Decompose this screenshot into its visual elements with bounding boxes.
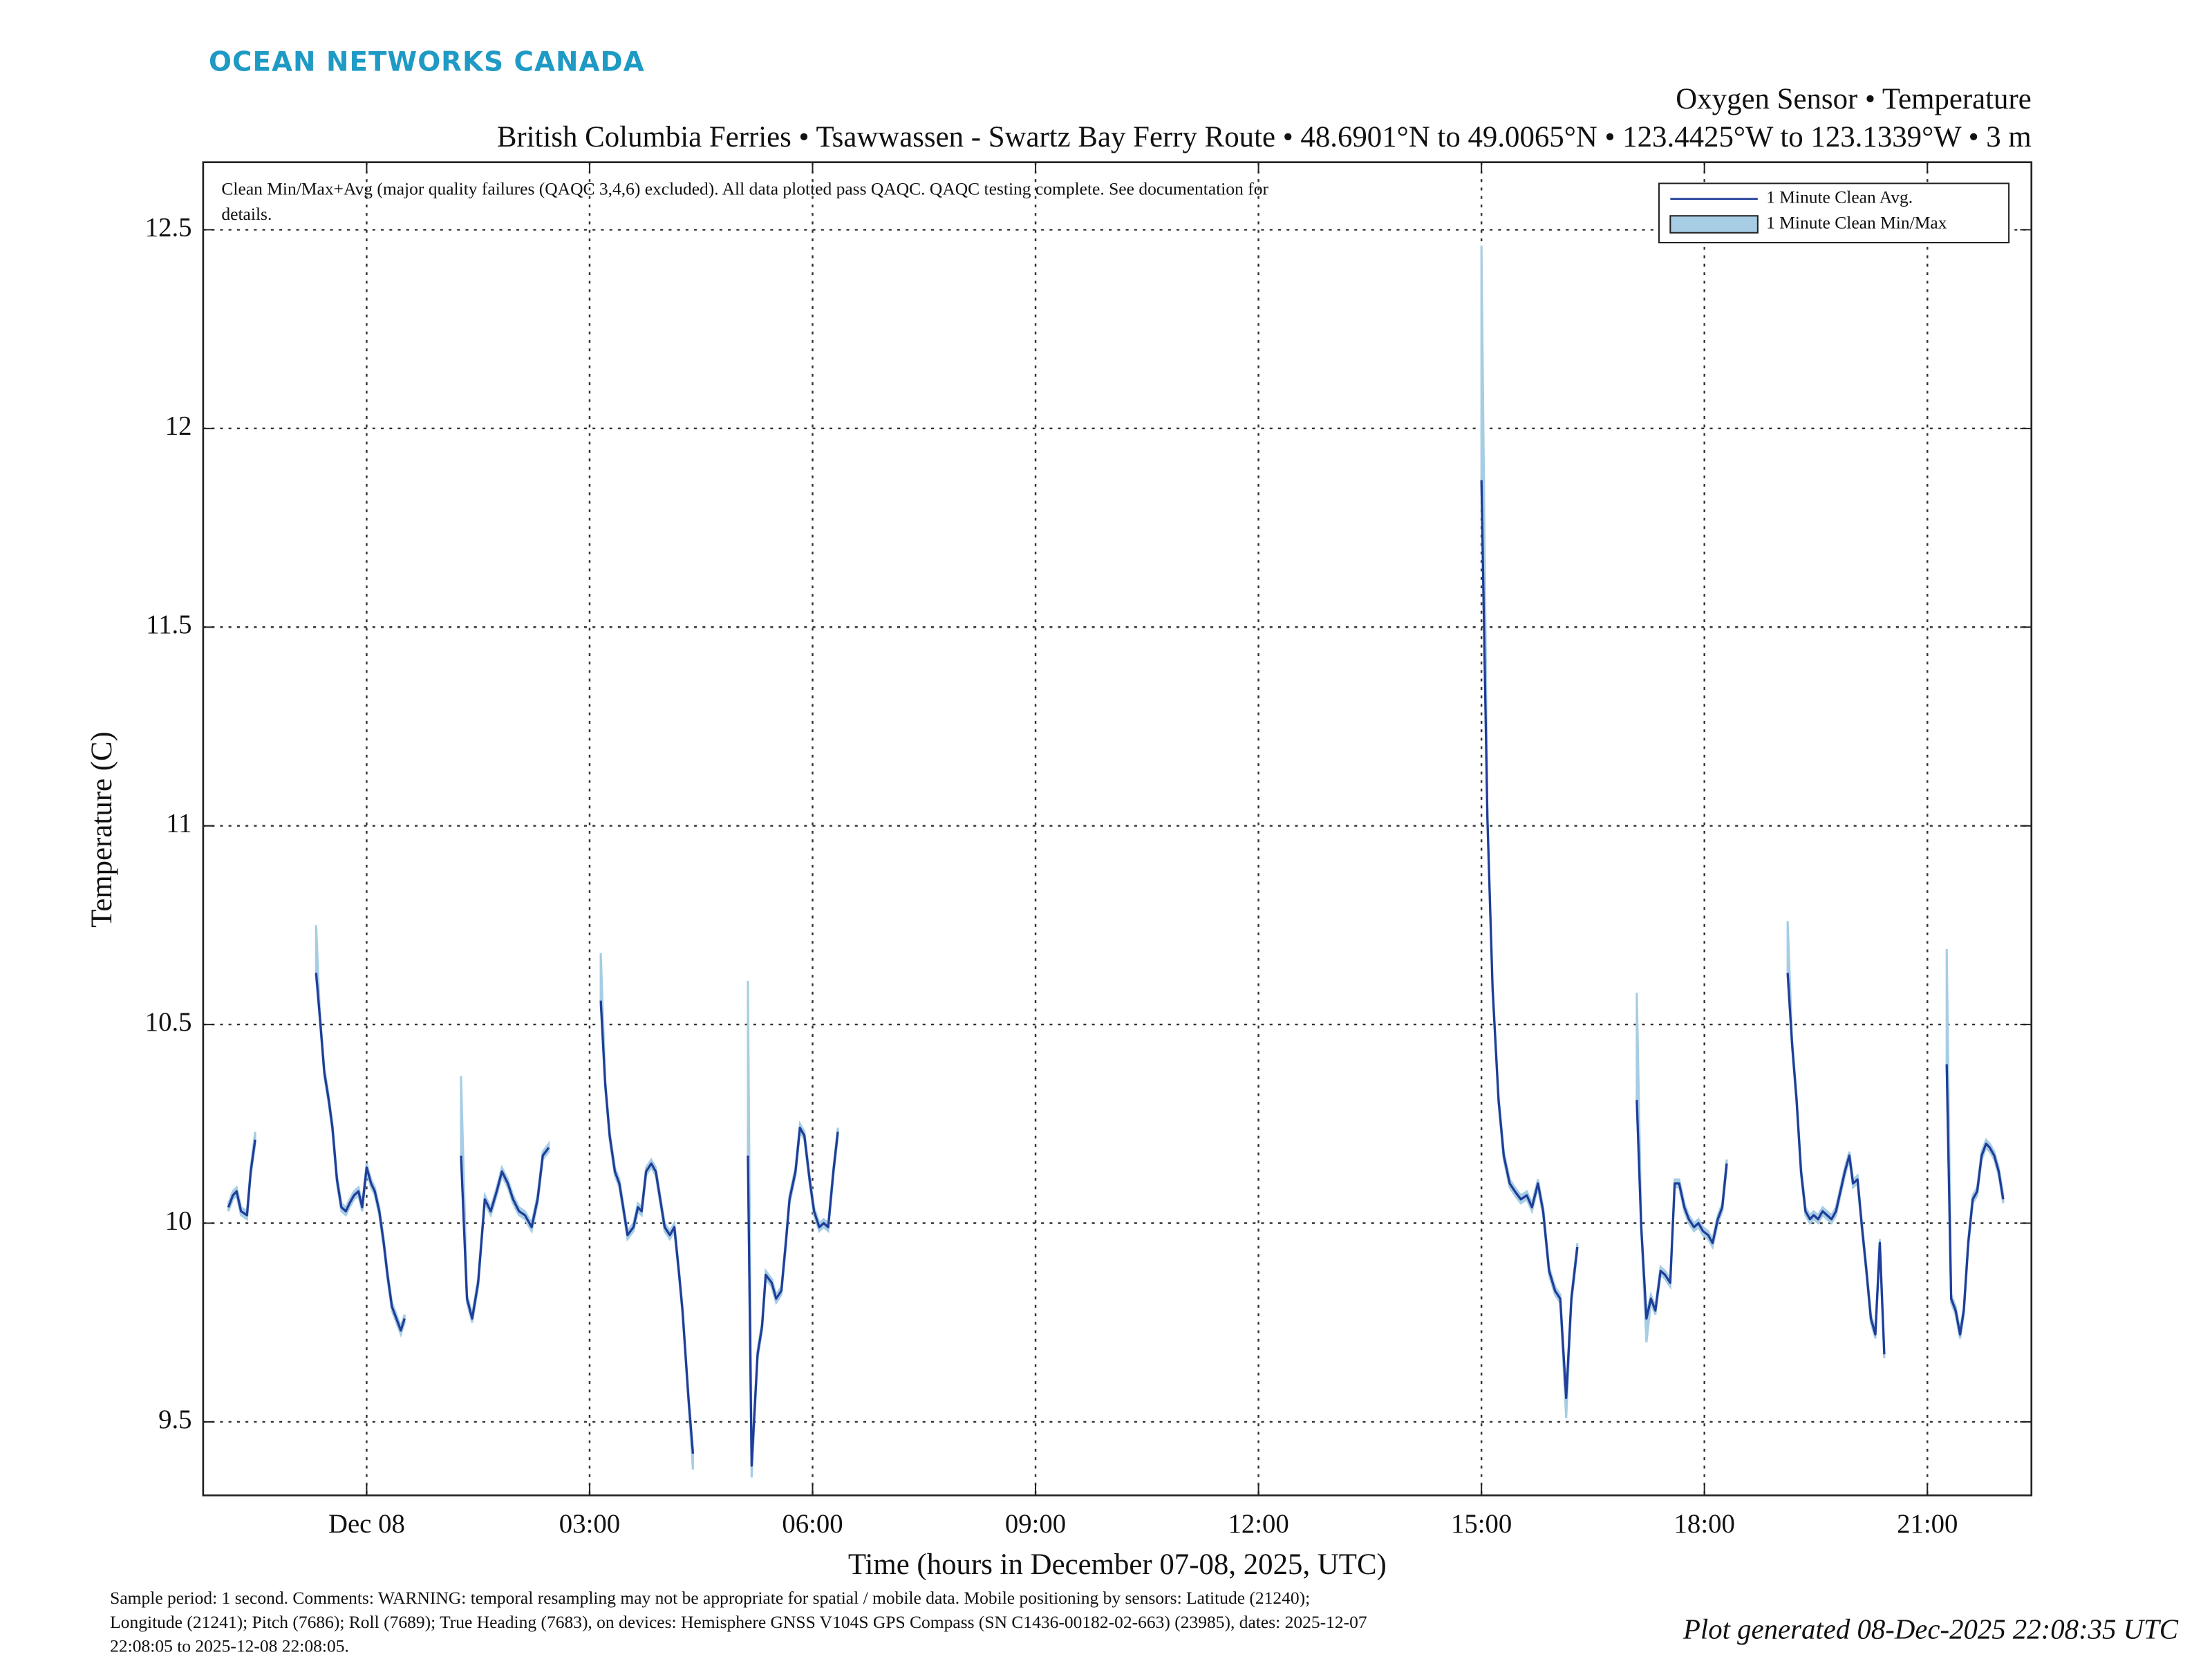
y-tick-label: 10	[165, 1206, 192, 1235]
plot-note: Clean Min/Max+Avg (major quality failure…	[221, 178, 1268, 198]
footer-note: 22:08:05 to 2025-12-08 22:08:05.	[110, 1636, 349, 1656]
x-tick-label: Dec 08	[328, 1509, 405, 1539]
avg-line	[1786, 973, 1886, 1355]
avg-line	[747, 1126, 839, 1467]
avg-line	[227, 1139, 256, 1217]
x-tick-label: 12:00	[1228, 1509, 1288, 1539]
avg-line	[599, 1000, 695, 1454]
legend-label: 1 Minute Clean Avg.	[1766, 187, 1913, 207]
y-axis-label: Temperature (C)	[86, 731, 118, 928]
x-tick-label: 03:00	[559, 1509, 620, 1539]
plot-note: details.	[221, 204, 272, 224]
generated-stamp: Plot generated 08-Dec-2025 22:08:35 UTC	[1683, 1614, 2179, 1645]
y-tick-label: 12.5	[145, 212, 192, 242]
legend-swatch	[1669, 215, 1759, 234]
y-tick-label: 10.5	[145, 1007, 192, 1037]
legend-label: 1 Minute Clean Min/Max	[1766, 212, 1947, 232]
avg-line	[1480, 480, 1579, 1400]
footer-note: Sample period: 1 second. Comments: WARNI…	[110, 1588, 1310, 1608]
footer-note: Longitude (21241); Pitch (7686); Roll (7…	[110, 1612, 1367, 1632]
y-tick-label: 9.5	[158, 1405, 191, 1434]
avg-line	[1635, 1100, 1728, 1320]
y-tick-label: 12	[165, 411, 192, 441]
avg-line	[460, 1147, 550, 1320]
chart-title: Oxygen Sensor • Temperature	[1676, 83, 2031, 115]
plot-frame	[202, 161, 2033, 1497]
x-tick-label: 09:00	[1005, 1509, 1066, 1539]
chart-subtitle: British Columbia Ferries • Tsawwassen - …	[497, 121, 2032, 153]
y-tick-label: 11.5	[146, 610, 191, 639]
y-tick-label: 11	[166, 809, 191, 838]
min-max-band	[1786, 921, 1886, 1359]
x-tick-label: 06:00	[782, 1509, 843, 1539]
avg-line	[1945, 1064, 2005, 1336]
avg-line	[315, 973, 406, 1332]
x-axis-label: Time (hours in December 07-08, 2025, UTC…	[848, 1548, 1387, 1581]
brand-logo: OCEAN NETWORKS CANADA	[209, 46, 645, 77]
min-max-band	[460, 1076, 550, 1323]
x-tick-label: 18:00	[1674, 1509, 1735, 1539]
x-tick-label: 21:00	[1897, 1509, 1958, 1539]
x-tick-label: 15:00	[1451, 1509, 1512, 1539]
